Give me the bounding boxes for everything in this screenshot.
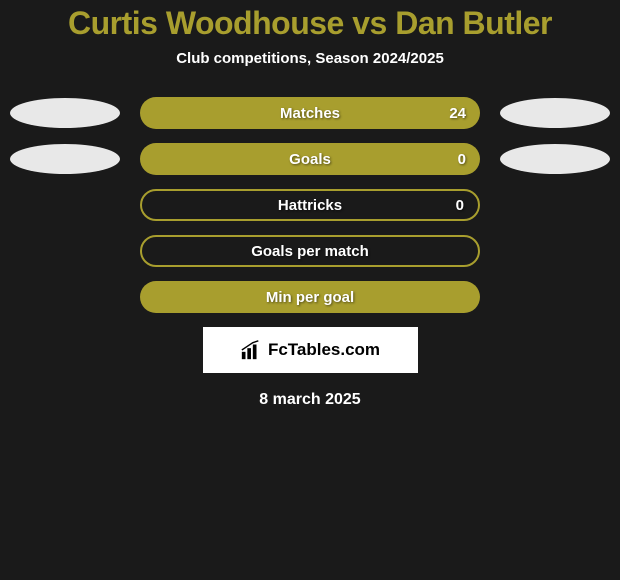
left-avatar-placeholder xyxy=(10,144,120,174)
stat-bar-goals: Goals 0 xyxy=(140,143,480,175)
stat-label: Goals xyxy=(289,151,331,168)
stat-value: 0 xyxy=(458,151,466,168)
subtitle: Club competitions, Season 2024/2025 xyxy=(0,50,620,67)
infographic-container: Curtis Woodhouse vs Dan Butler Club comp… xyxy=(0,0,620,409)
stat-row: Matches 24 xyxy=(0,97,620,129)
stat-bar-matches: Matches 24 xyxy=(140,97,480,129)
right-avatar-placeholder xyxy=(500,98,610,128)
footer-date: 8 march 2025 xyxy=(0,391,620,409)
stat-label: Matches xyxy=(280,105,340,122)
stat-row: Goals 0 xyxy=(0,143,620,175)
page-title: Curtis Woodhouse vs Dan Butler xyxy=(0,5,620,42)
stat-label: Min per goal xyxy=(266,289,354,306)
stat-label: Goals per match xyxy=(251,243,369,260)
stats-section: Matches 24 Goals 0 Hattricks 0 Goal xyxy=(0,97,620,313)
stat-row: Hattricks 0 xyxy=(0,189,620,221)
stat-label: Hattricks xyxy=(278,197,342,214)
stat-value: 24 xyxy=(449,105,466,122)
logo-text: FcTables.com xyxy=(268,340,380,360)
stat-row: Goals per match xyxy=(0,235,620,267)
stat-value: 0 xyxy=(456,197,464,214)
right-avatar-placeholder xyxy=(500,144,610,174)
stat-bar-min-per-goal: Min per goal xyxy=(140,281,480,313)
stat-row: Min per goal xyxy=(0,281,620,313)
bar-chart-icon xyxy=(240,339,262,361)
stat-bar-goals-per-match: Goals per match xyxy=(140,235,480,267)
logo-box: FcTables.com xyxy=(203,327,418,373)
stat-bar-hattricks: Hattricks 0 xyxy=(140,189,480,221)
left-avatar-placeholder xyxy=(10,98,120,128)
